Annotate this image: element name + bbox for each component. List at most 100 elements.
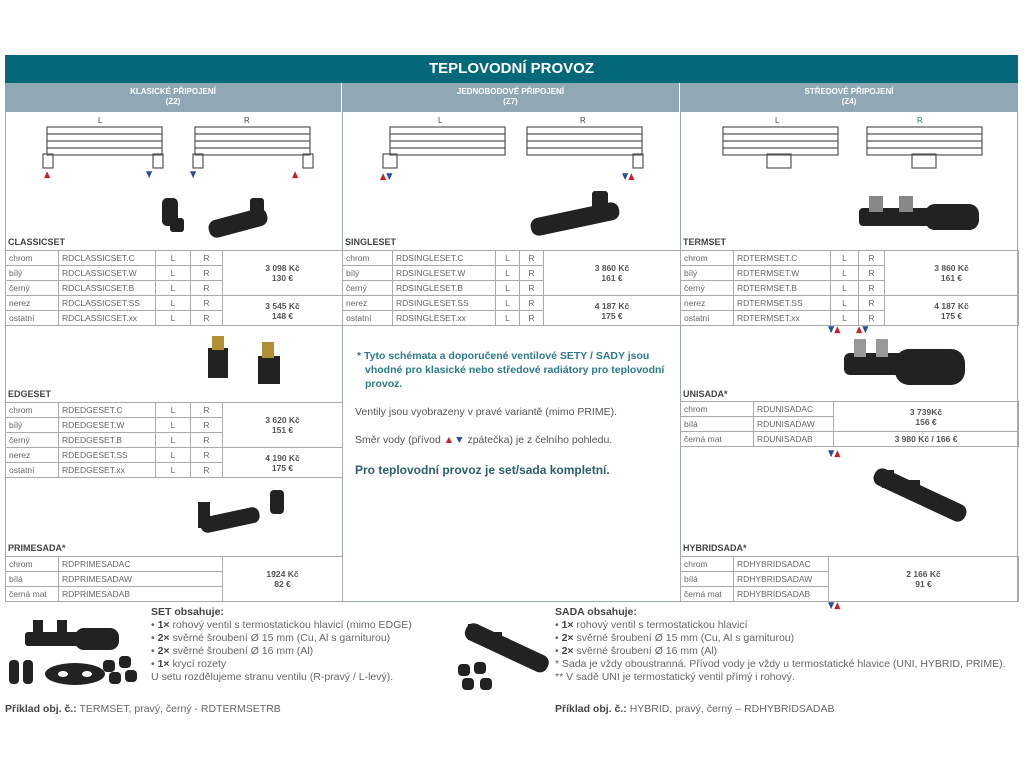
color: bílý xyxy=(680,265,734,281)
price-value: 175 € xyxy=(601,310,623,321)
column-header-center: STŘEDOVÉ PŘIPOJENÍ (Z4) xyxy=(680,83,1018,112)
hybridsada-valve-image xyxy=(873,468,967,522)
diagram-left-label: L xyxy=(775,116,780,125)
right-variant: R xyxy=(190,432,223,448)
column-divider xyxy=(680,112,681,602)
contents-item: • 1× krycí rozety xyxy=(151,658,227,670)
color: ostatní xyxy=(342,310,393,326)
product-code: RDUNISADAW xyxy=(753,416,834,432)
product-name-edgeset: EDGESET xyxy=(8,389,52,399)
set-contents-extra: U setu rozdělujeme stranu ventilu (R-pra… xyxy=(151,671,394,683)
supply-arrow-icon: ▲ xyxy=(44,170,51,180)
unisada-table: chrom RDUNISADAC 3 739Kč 156 € bílá RDUNISADA… xyxy=(680,401,1019,447)
left-variant: L xyxy=(155,462,191,478)
note-variant: Ventily jsou vyobrazeny v pravé variantě… xyxy=(355,406,618,418)
example-value: HYBRID, pravý, černý – RDHYBRIDSADAB xyxy=(629,703,835,715)
color: chrom xyxy=(680,556,734,572)
column-code: (Z4) xyxy=(841,97,857,106)
price-value: 82 € xyxy=(274,579,291,589)
quantity: 2× xyxy=(157,632,170,644)
right-variant: R xyxy=(858,310,885,326)
table-row: bílý RDSINGLESET.W L R xyxy=(342,265,681,281)
product-name-unisada: UNISADA* xyxy=(683,389,728,399)
table-row: černý RDCLASSICSET.B L R xyxy=(5,280,343,296)
set-example: Příklad obj. č.: TERMSET, pravý, černý -… xyxy=(5,703,281,716)
price: 3 545 Kč 148 € xyxy=(222,295,343,326)
page-title: TEPLOVODNÍ PROVOZ xyxy=(5,55,1018,83)
color: nerez xyxy=(680,295,734,311)
left-variant: L xyxy=(155,250,191,266)
product-code: RDPRIMESADAC xyxy=(58,556,223,572)
right-variant: R xyxy=(858,280,885,296)
product-code: RDCLASSICSET.C xyxy=(58,250,156,266)
left-variant: L xyxy=(155,432,191,448)
termset-valve-image xyxy=(859,196,979,230)
quantity: 1× xyxy=(157,619,170,631)
product-name-primesada: PRIMESADA* xyxy=(8,543,66,553)
left-variant: L xyxy=(830,265,859,281)
table-row: černý RDTERMSET.B L R xyxy=(680,280,1019,296)
right-variant: R xyxy=(519,295,544,311)
product-code: RDHYBRIDSADAB xyxy=(733,586,829,602)
right-variant: R xyxy=(519,280,544,296)
price-value: 130 € xyxy=(271,273,294,283)
primesada-table: chrom RDPRIMESADAC 1924 Kč 82 € bílá RDPRIMES… xyxy=(5,556,343,602)
left-variant: L xyxy=(830,295,859,311)
note-highlight: * Tyto schémata a doporučené ventilové S… xyxy=(357,350,665,390)
sada-contents-title: SADA obsahuje: xyxy=(555,606,637,618)
edgeset-valve-image xyxy=(208,336,280,384)
singleset-valve-image xyxy=(530,191,620,236)
price-value: 148 € xyxy=(271,310,294,321)
price: 4 187 Kč 175 € xyxy=(884,295,1019,326)
example-label: Příklad obj. č.: xyxy=(555,703,627,715)
product-code: RDTERMSET.SS xyxy=(733,295,831,311)
right-variant: R xyxy=(858,250,885,266)
table-row: chrom RDEDGESET.C L R 3 620 Kč 151 € xyxy=(5,402,343,448)
item-text: rohový ventil s termostatickou hlavicí xyxy=(576,619,748,631)
product-code: RDCLASSICSET.W xyxy=(58,265,156,281)
color: bílý xyxy=(342,265,393,281)
left-variant: L xyxy=(155,280,191,296)
table-row: černá mat RDPRIMESADAB xyxy=(5,586,343,602)
set-contents-title: SET obsahuje: xyxy=(151,606,224,618)
product-code: RDHYBRIDSADAW xyxy=(733,571,829,587)
table-row: chrom RDUNISADAC 3 739Kč 156 € xyxy=(680,401,1019,432)
product-name-hybridsada: HYBRIDSADA* xyxy=(683,543,747,553)
price: 3 860 Kč 161 € xyxy=(884,250,1019,296)
price-value: 3 739Kč xyxy=(909,406,943,417)
left-variant: L xyxy=(830,250,859,266)
left-variant: L xyxy=(155,417,191,433)
diagram-right-label: R xyxy=(917,116,923,125)
color: chrom xyxy=(5,556,59,572)
return-arrow-icon: ▼ xyxy=(454,434,465,446)
diagram-right-label: R xyxy=(580,116,586,125)
product-code: RDSINGLESET.xx xyxy=(392,310,496,326)
example-value: TERMSET, pravý, černý - RDTERMSETRB xyxy=(79,703,281,715)
table-row: chrom RDSINGLESET.C L R 3 860 Kč 161 € xyxy=(342,250,681,296)
direction-text: zpátečka) je z čelního pohledu. xyxy=(467,434,613,446)
column-title: KLASICKÉ PŘIPOJENÍ xyxy=(130,87,216,96)
quantity: 2× xyxy=(561,645,574,657)
color: chrom xyxy=(680,401,754,417)
product-code: RDTERMSET.C xyxy=(733,250,831,266)
color: bílý xyxy=(5,417,59,433)
color: černý xyxy=(680,280,734,296)
flow-arrows-icon: ▲▼ xyxy=(380,172,393,182)
color: nerez xyxy=(5,447,59,463)
color: chrom xyxy=(5,250,59,266)
price: 3 098 Kč 130 € xyxy=(222,250,343,296)
price-value: 4 187 Kč xyxy=(594,300,630,311)
left-variant: L xyxy=(495,280,520,296)
primesada-valve-image xyxy=(198,490,284,533)
left-variant: L xyxy=(495,295,520,311)
product-code: RDUNISADAC xyxy=(753,401,834,417)
column-divider xyxy=(342,112,343,327)
table-row: ostatní RDSINGLESET.xx L R xyxy=(342,310,681,326)
termset-table: chrom RDTERMSET.C L R 3 860 Kč 161 € bílý RDTER… xyxy=(680,250,1019,326)
product-name-singleset: SINGLESET xyxy=(345,237,397,247)
left-variant: L xyxy=(155,447,191,463)
table-row: bílý RDTERMSET.W L R xyxy=(680,265,1019,281)
product-code: RDTERMSET.W xyxy=(733,265,831,281)
return-arrow-icon: ▼ xyxy=(146,170,153,180)
price: 4 190 Kč 175 € xyxy=(222,447,343,478)
